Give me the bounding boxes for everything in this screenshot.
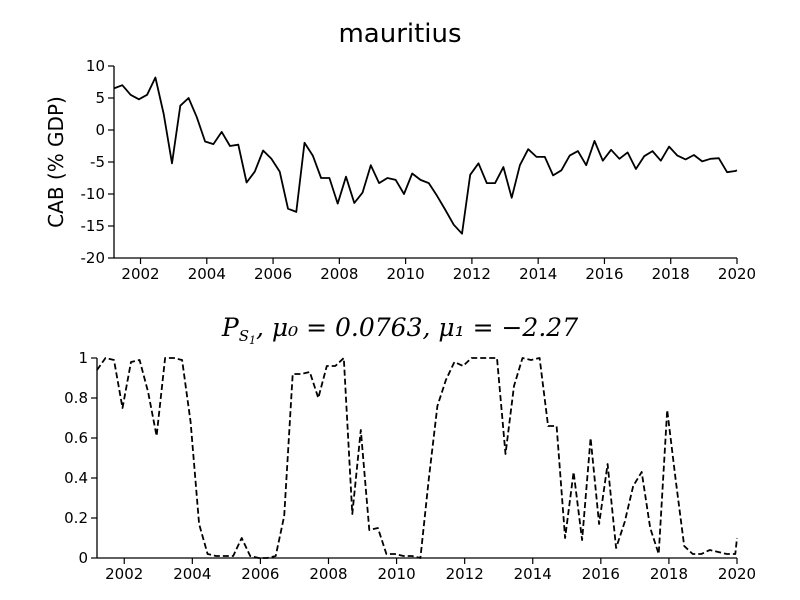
x-tick-label: 2008 (309, 565, 347, 583)
y-tick-label: 0.8 (64, 389, 88, 407)
y-tick-label: -10 (81, 185, 106, 203)
x-tick-label: 2008 (320, 265, 358, 283)
series-line (96, 357, 738, 559)
series-line (113, 76, 738, 235)
tick-labels: -20 -15 -10 -5 0 5 10 2002 2004 2006 2008 2010 2012 2… (81, 57, 757, 283)
x-tick-label: 2002 (121, 265, 159, 283)
x-tick-label: 2004 (173, 565, 211, 583)
y-tick-label: -20 (81, 249, 106, 267)
y-tick-label: 0.4 (64, 469, 88, 487)
y-tick-label: 0 (78, 549, 88, 567)
title-rest: , μ₀ = 0.0763, μ₁ = −2.27 (256, 313, 578, 342)
chart-cab: mauritius CAB (% GDP) -20 -15 -10 -5 0 5 10 200… (44, 19, 756, 283)
chart-title: PS1, μ₀ = 0.0763, μ₁ = −2.27 (221, 313, 578, 347)
x-tick-label: 2014 (514, 565, 552, 583)
series-polyline (113, 76, 738, 235)
x-tick-label: 2018 (652, 265, 690, 283)
tick-labels: 0 0.2 0.4 0.6 0.8 1 2002 2004 2006 2008 2010 2012 20… (64, 349, 756, 583)
y-tick-label: -5 (90, 153, 105, 171)
x-tick-label: 2006 (254, 265, 292, 283)
x-tick-label: 2006 (241, 565, 279, 583)
y-tick-label: 1 (78, 349, 88, 367)
x-tick-label: 2016 (585, 265, 623, 283)
x-tick-label: 2018 (650, 565, 688, 583)
y-tick-label: 0 (95, 121, 105, 139)
x-tick-label: 2014 (519, 265, 557, 283)
y-tick-label: -15 (81, 217, 106, 235)
x-tick-label: 2012 (453, 265, 491, 283)
x-tick-label: 2012 (446, 565, 484, 583)
chart-probability: PS1, μ₀ = 0.0763, μ₁ = −2.27 00.20.40.60… (64, 313, 756, 583)
x-tick-label: 2002 (105, 565, 143, 583)
title-subsubscript: 1 (249, 334, 256, 347)
x-tick-label: 2010 (387, 265, 425, 283)
x-tick-label: 2020 (718, 265, 756, 283)
y-tick-label: 10 (86, 57, 105, 75)
x-tick-label: 2016 (582, 565, 620, 583)
axes (108, 65, 738, 264)
title-subscript: S (239, 327, 249, 345)
y-tick-label: 0.2 (64, 509, 88, 527)
y-axis-label: CAB (% GDP) (44, 96, 68, 228)
x-tick-label: 2020 (718, 565, 756, 583)
y-tick-label: 0.6 (64, 429, 88, 447)
x-tick-label: 2004 (188, 265, 226, 283)
y-tick-label: 5 (95, 89, 105, 107)
series-polyline (96, 357, 738, 559)
title-symbol: P (221, 313, 240, 342)
chart-title: mauritius (338, 19, 461, 49)
x-tick-label: 2010 (377, 565, 415, 583)
